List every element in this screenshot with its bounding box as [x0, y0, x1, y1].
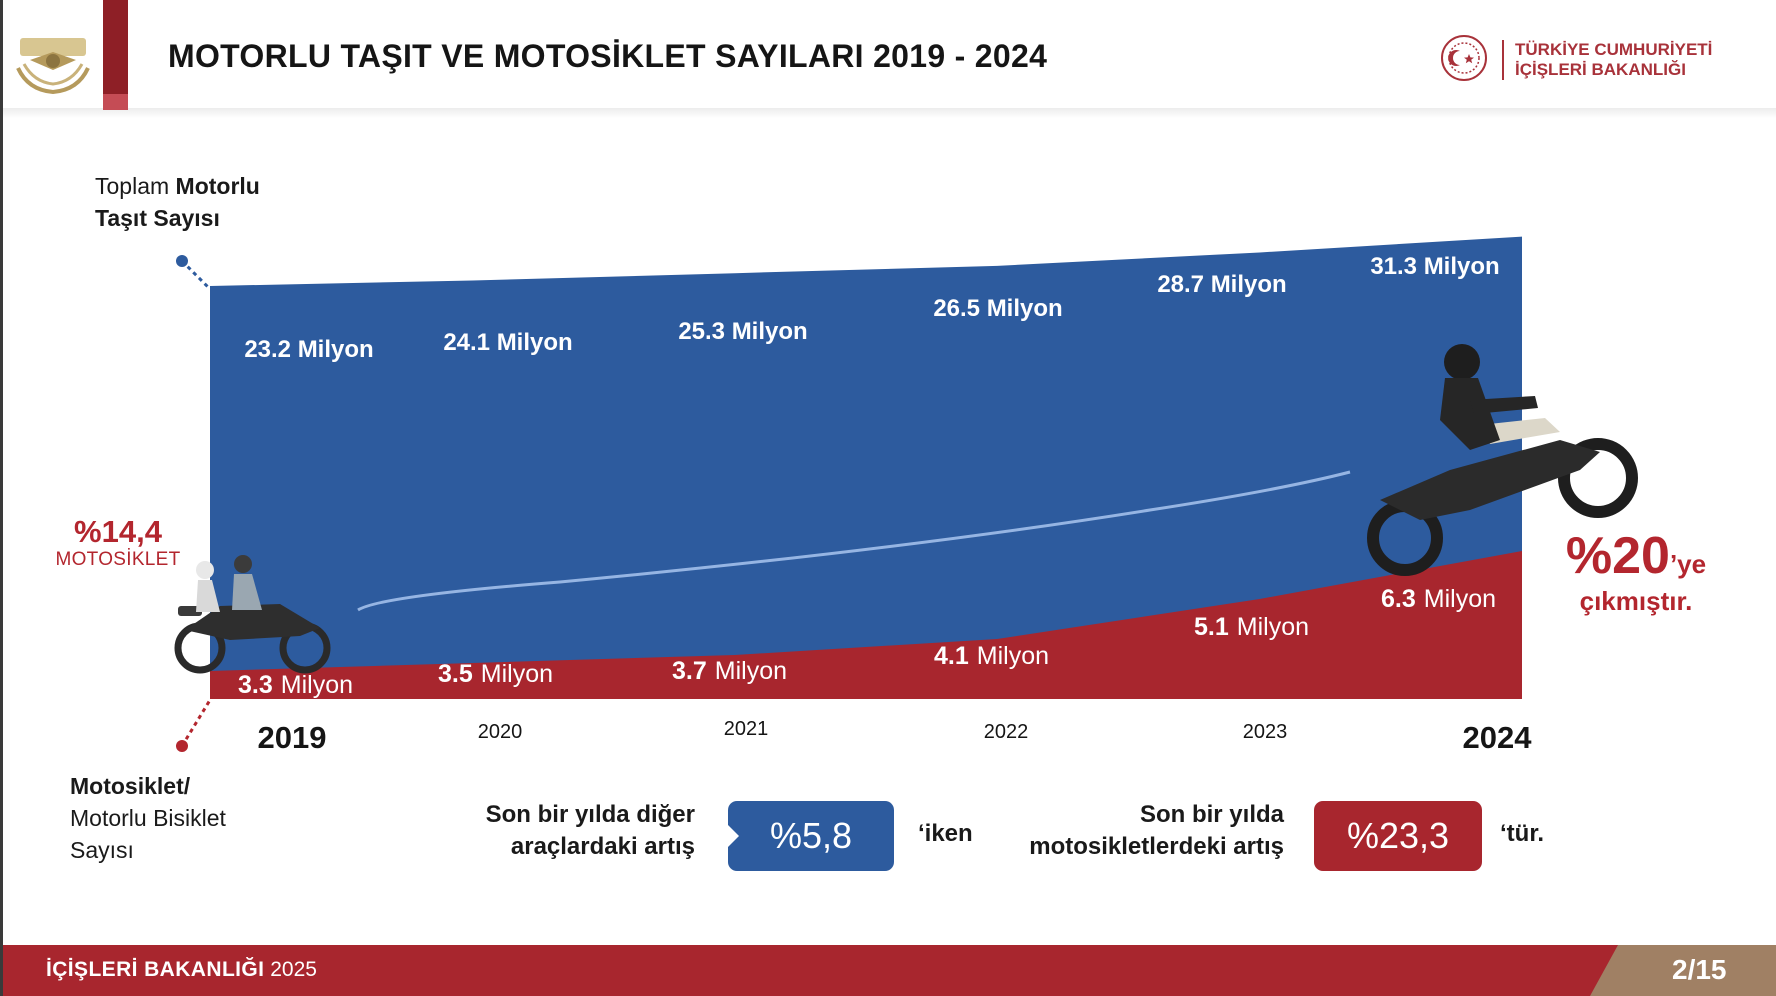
total-label-line-1: Toplam Motorlu: [95, 170, 260, 202]
moto-label-line-1-text: Motosiklet/: [70, 773, 191, 799]
other-vehicles-increase-badge: %5,8: [727, 801, 894, 871]
footer-org: İÇİŞLERİ BAKANLIĞI 2025: [46, 958, 317, 982]
emblem-logo-icon: [16, 38, 90, 94]
total-value-label-2024: 31.3 Milyon: [1370, 253, 1499, 280]
moto-series-connector: [180, 699, 212, 747]
total-value-label-2023: 28.7 Milyon: [1157, 271, 1286, 298]
ministry-line-1: TÜRKİYE CUMHURİYETİ: [1515, 40, 1713, 59]
category-label-2024: 2024: [1463, 720, 1533, 755]
total-value-label-2020: 24.1 Milyon: [443, 329, 572, 356]
other-note-line-1: Son bir yılda diğer: [485, 801, 695, 828]
motorcycle-increase-badge: %23,3: [1314, 801, 1482, 871]
moto-value-label-2020: 3.5 Milyon: [438, 660, 553, 688]
header-shadow: [3, 108, 1776, 118]
moto-note-suffix: ‘tür.: [1500, 820, 1545, 847]
page-title: MOTORLU TAŞIT VE MOTOSİKLET SAYILARI 201…: [168, 38, 1048, 74]
footer-year: 2025: [270, 958, 317, 981]
total-label-line-2: Taşıt Sayısı: [95, 202, 260, 234]
moto-value-label-2019: 3.3 Milyon: [238, 671, 353, 699]
total-value-label-2021: 25.3 Milyon: [678, 318, 807, 345]
motorcycle-increase-note: Son bir yılda motosikletlerdeki artış: [1029, 799, 1284, 863]
page-border: [0, 0, 3, 996]
ministry-seal-icon: [1441, 35, 1487, 81]
total-label-line-2-text: Taşıt Sayısı: [95, 205, 220, 231]
total-series-connector: [180, 259, 212, 291]
total-value-label-2019: 23.2 Milyon: [244, 336, 373, 363]
motorcycle-couple-illustration: [174, 555, 331, 674]
moto-value-label-2023: 5.1 Milyon: [1194, 613, 1309, 641]
footer-bar: [3, 945, 1776, 996]
moto-note-line-1: Son bir yılda: [1139, 801, 1284, 828]
moto-value-label-2022: 4.1 Milyon: [934, 642, 1049, 670]
moto-share-2019: %14,4 MOTOSİKLET: [48, 515, 188, 571]
footer-page-tab: [1590, 945, 1776, 996]
ministry-name: TÜRKİYE CUMHURİYETİ İÇİŞLERİ BAKANLIĞI: [1515, 40, 1712, 80]
moto-share-2024-sub: çıkmıştır.: [1579, 586, 1693, 616]
other-note-suffix: ‘iken: [918, 820, 973, 847]
category-label-2020: 2020: [478, 721, 523, 743]
chart-decor: [174, 344, 1638, 674]
moto-share-2019-label: MOTOSİKLET: [55, 549, 181, 570]
footer-org-name: İÇİŞLERİ BAKANLIĞI: [46, 958, 265, 981]
header-accent-bar: [103, 0, 128, 110]
moto-share-2019-value: %14,4: [74, 514, 162, 549]
motorcycle-series-label: Motosiklet/ Motorlu Bisiklet Sayısı: [70, 770, 226, 866]
moto-label-line-1: Motosiklet/: [70, 770, 226, 802]
category-label-2022: 2022: [984, 721, 1029, 743]
other-note-line-2: araçlardaki artış: [510, 833, 695, 860]
header: [3, 0, 1776, 112]
category-label-2021: 2021: [724, 718, 769, 740]
ministry-line-2: İÇİŞLERİ BAKANLIĞI: [1515, 60, 1686, 79]
moto-value-label-2021: 3.7 Milyon: [672, 657, 787, 685]
moto-label-line-3: Sayısı: [70, 837, 134, 863]
ministry-divider: [1502, 40, 1504, 80]
trend-highlight-line: [357, 470, 1351, 612]
moto-note-line-2: motosikletlerdeki artış: [1029, 833, 1284, 860]
motorcycle-area: [210, 551, 1522, 699]
chart-marks: 23.2 Milyon 24.1 Milyon 25.3 Milyon 26.5 Mi…: [176, 236, 1533, 755]
moto-share-2024-suffix: ’ye: [1669, 549, 1707, 579]
other-vehicles-note: Son bir yılda diğer araçlardaki artış: [486, 799, 695, 863]
category-label-2019: 2019: [258, 720, 327, 755]
category-label-2023: 2023: [1243, 721, 1288, 743]
total-value-label-2022: 26.5 Milyon: [933, 295, 1062, 322]
total-label-regular: Toplam: [95, 173, 176, 199]
moto-share-2024: %20’ye çıkmıştır.: [1546, 528, 1726, 617]
total-series-label: Toplam Motorlu Taşıt Sayısı: [95, 170, 260, 234]
total-label-bold: Motorlu: [175, 173, 260, 199]
moto-share-2024-value: %20: [1565, 527, 1670, 585]
page-number: 2/15: [1672, 954, 1727, 985]
motorcycle-rider-illustration: [1367, 344, 1638, 576]
moto-value-label-2024: 6.3 Milyon: [1381, 585, 1496, 613]
moto-label-line-2: Motorlu Bisiklet: [70, 805, 226, 831]
